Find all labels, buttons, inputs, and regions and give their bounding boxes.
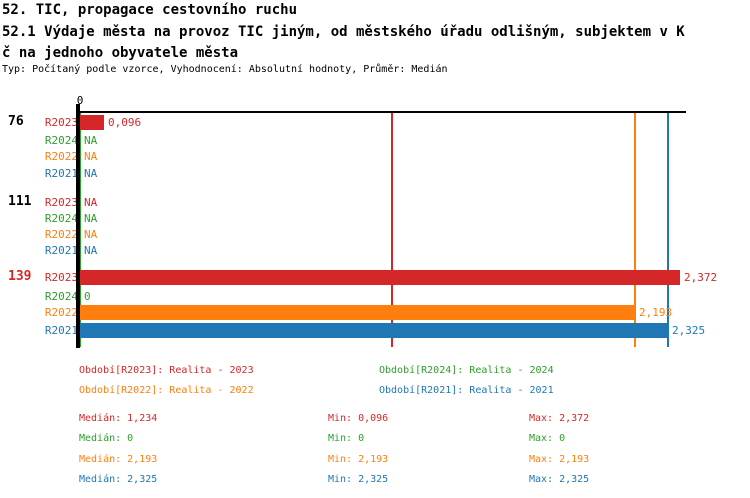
stat-min-r2021: Min: 2,325 — [328, 474, 389, 485]
bar-value-label: 2,372 — [684, 271, 718, 284]
bar-value-label: 0,096 — [108, 116, 142, 129]
value-axis-line — [77, 111, 686, 113]
value-text-na: NA — [84, 212, 98, 225]
zero-axis-line — [76, 104, 80, 348]
series-label-r2022: R2022 — [44, 306, 78, 319]
bar-value-label: 2,193 — [639, 306, 673, 319]
stat-median-r2022: Medián: 2,193 — [79, 454, 158, 465]
series-label-r2024: R2024 — [44, 134, 78, 147]
median-line-r2024 — [79, 113, 81, 347]
series-label-r2024: R2024 — [44, 290, 78, 303]
legend-item-r2021: Období[R2021]: Realita - 2021 — [379, 385, 554, 396]
series-label-r2023: R2023 — [44, 196, 78, 209]
report-section-title: 52. TIC, propagace cestovního ruchu — [2, 2, 298, 18]
value-text-na: NA — [84, 228, 98, 241]
value-text-na: NA — [84, 196, 98, 209]
bar-r2023 — [80, 270, 680, 285]
series-label-r2021: R2021 — [44, 324, 78, 337]
stat-median-r2021: Medián: 2,325 — [79, 474, 158, 485]
stat-max-r2024: Max: 0 — [529, 433, 566, 444]
bar-r2021 — [80, 323, 668, 338]
indicator-meta-text: Typ: Počítaný podle vzorce, Vyhodnocení:… — [2, 64, 448, 75]
group-label-139: 139 — [8, 269, 32, 284]
series-label-r2023: R2023 — [44, 271, 78, 284]
stat-median-r2023: Medián: 1,234 — [79, 413, 158, 424]
median-line-r2021 — [667, 113, 669, 347]
series-label-r2023: R2023 — [44, 116, 78, 129]
stat-median-r2024: Medián: 0 — [79, 433, 134, 444]
value-text-na: NA — [84, 134, 98, 147]
median-line-r2023 — [391, 113, 393, 347]
value-text-na: NA — [84, 167, 98, 180]
series-label-r2022: R2022 — [44, 228, 78, 241]
bar-r2022 — [80, 305, 635, 320]
value-text-zero: 0 — [84, 290, 91, 303]
series-label-r2024: R2024 — [44, 212, 78, 225]
legend-item-r2023: Období[R2023]: Realita - 2023 — [79, 365, 254, 376]
stat-min-r2023: Min: 0,096 — [328, 413, 389, 424]
stat-max-r2023: Max: 2,372 — [529, 413, 590, 424]
bar-r2023 — [80, 115, 104, 130]
zero-tick-label: 0 — [76, 94, 84, 107]
bar-value-label: 2,325 — [672, 324, 706, 337]
series-label-r2021: R2021 — [44, 167, 78, 180]
series-label-r2022: R2022 — [44, 150, 78, 163]
series-label-r2021: R2021 — [44, 244, 78, 257]
legend-item-r2024: Období[R2024]: Realita - 2024 — [379, 365, 554, 376]
stat-min-r2024: Min: 0 — [328, 433, 365, 444]
median-line-r2022 — [634, 113, 636, 347]
group-label-111: 111 — [8, 194, 32, 209]
value-text-na: NA — [84, 150, 98, 163]
indicator-title-line1: 52.1 Výdaje města na provoz TIC jiným, o… — [2, 24, 685, 40]
group-label-76: 76 — [8, 114, 24, 129]
stat-max-r2021: Max: 2,325 — [529, 474, 590, 485]
stat-max-r2022: Max: 2,193 — [529, 454, 590, 465]
legend-item-r2022: Období[R2022]: Realita - 2022 — [79, 385, 254, 396]
value-text-na: NA — [84, 244, 98, 257]
indicator-title-line2: č na jednoho obyvatele města — [2, 45, 239, 61]
stat-min-r2022: Min: 2,193 — [328, 454, 389, 465]
